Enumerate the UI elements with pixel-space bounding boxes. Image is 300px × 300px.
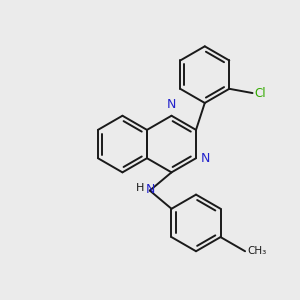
Text: N: N bbox=[200, 152, 210, 165]
Text: N: N bbox=[167, 98, 176, 111]
Text: Cl: Cl bbox=[255, 86, 266, 100]
Text: N: N bbox=[146, 183, 155, 196]
Text: H: H bbox=[136, 183, 145, 193]
Text: CH₃: CH₃ bbox=[247, 246, 267, 256]
